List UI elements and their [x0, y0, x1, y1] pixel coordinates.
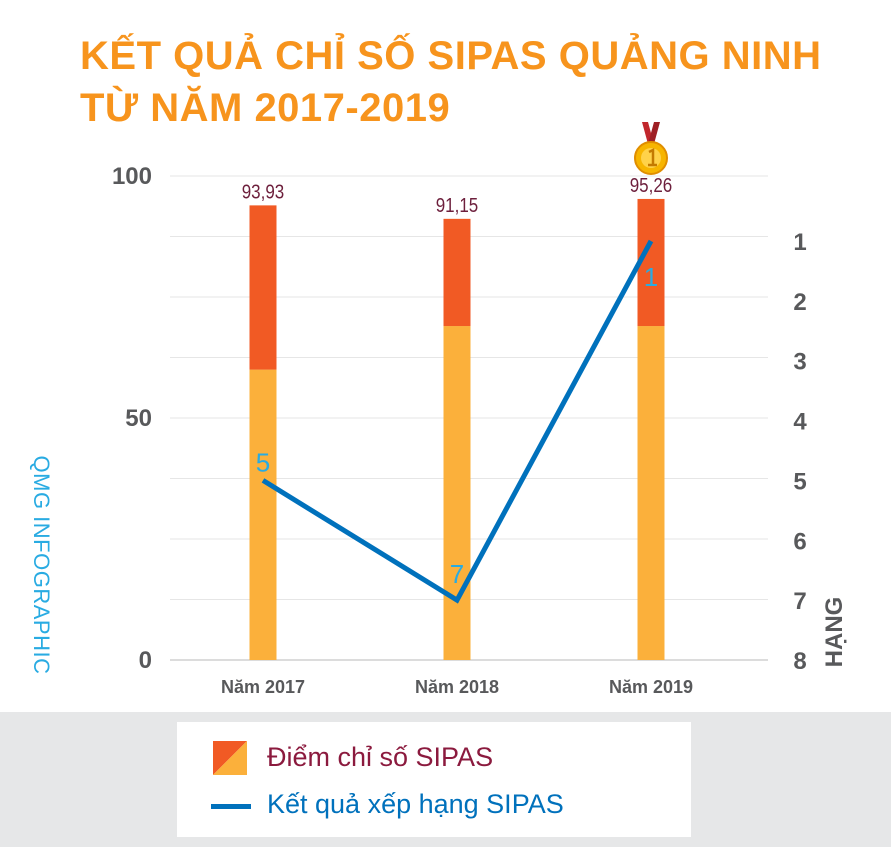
category-label: Năm 2019 — [609, 677, 693, 697]
left-axis-tick-label: 50 — [125, 405, 152, 432]
right-axis-tick-label: 2 — [793, 289, 806, 316]
category-label: Năm 2017 — [221, 677, 305, 697]
chart-title: KẾT QUẢ CHỈ SỐ SIPAS QUẢNG NINH TỪ NĂM 2… — [80, 30, 880, 134]
left-axis-tick-label: 100 — [112, 163, 152, 190]
title-line-2: TỪ NĂM 2017-2019 — [80, 86, 451, 130]
score-swatch-icon — [213, 741, 247, 775]
rank-value-label: 1 — [644, 262, 658, 292]
legend-score-label: Điểm chỉ số SIPAS — [267, 742, 494, 772]
bar-value-label: 95,26 — [630, 174, 673, 197]
bar-upper-segment — [443, 218, 471, 327]
bar-lower-segment — [443, 326, 471, 660]
gold-medal-icon — [634, 122, 668, 175]
rank-value-label: 7 — [450, 559, 464, 589]
legend-rank-label: Kết quả xếp hạng SIPAS — [267, 789, 564, 819]
bar-upper-segment — [249, 205, 277, 370]
rank-value-label: 5 — [256, 447, 270, 477]
rank-line-swatch-icon — [211, 804, 251, 809]
medal-numeral — [648, 147, 657, 167]
chart-area: 0 50 100 1 2 3 4 5 6 7 8 HẠNG 93,93 91,15 95,26 Năm 201… — [112, 122, 848, 697]
bar-lower-segment — [637, 326, 665, 660]
right-axis-tick-label: 1 — [793, 229, 806, 256]
right-axis-tick-label: 7 — [793, 588, 806, 615]
left-axis-tick-label: 0 — [139, 647, 152, 674]
right-axis-tick-label: 6 — [793, 528, 806, 555]
medal-ribbon-right — [648, 122, 660, 144]
right-axis-tick-label: 8 — [793, 648, 806, 675]
labels: 0 50 100 1 2 3 4 5 6 7 8 HẠNG 93,93 91,15 95,26 Năm 201… — [112, 163, 848, 697]
rank-line-group — [261, 239, 654, 604]
right-axis-tick-label: 3 — [793, 349, 806, 376]
category-label: Năm 2018 — [415, 677, 499, 697]
legend-item-rank: Kết quả xếp hạng SIPAS — [177, 785, 691, 825]
right-axis-tick-label: 4 — [793, 409, 807, 436]
right-axis-tick-label: 5 — [793, 468, 806, 495]
medal-inner — [641, 148, 661, 168]
rank-line — [261, 239, 654, 604]
bar-value-label: 91,15 — [436, 194, 479, 217]
title-line-1: KẾT QUẢ CHỈ SỐ SIPAS QUẢNG NINH — [80, 34, 822, 78]
legend-item-score: Điểm chỉ số SIPAS — [177, 738, 691, 778]
right-axis-title: HẠNG — [821, 597, 848, 668]
bar-lower-segment — [249, 369, 277, 660]
bar-value-label: 93,93 — [242, 180, 285, 203]
legend: Điểm chỉ số SIPAS Kết quả xếp hạng SIPAS — [177, 722, 691, 837]
bars — [249, 198, 665, 660]
